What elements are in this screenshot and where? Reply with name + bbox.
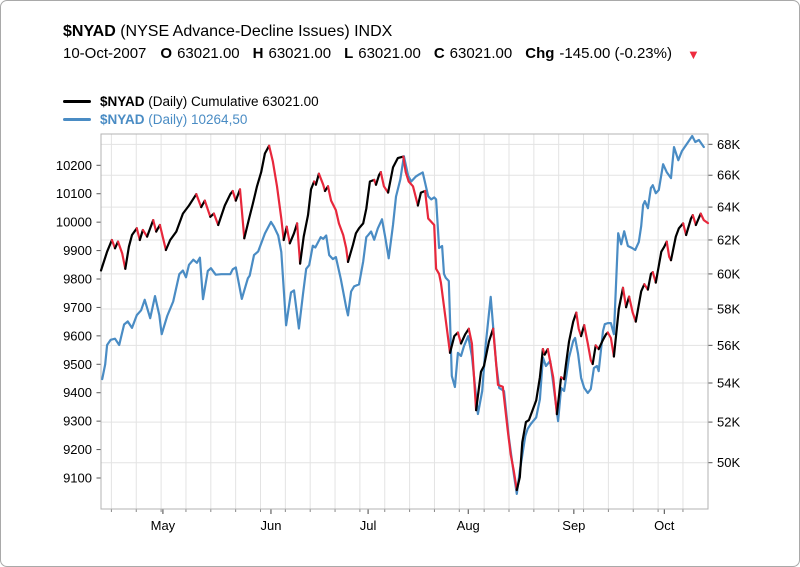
- quote-line: 10-Oct-2007 O 63021.00 H 63021.00 L 63021.0…: [63, 44, 700, 64]
- legend-item-cumulative: $NYAD (Daily) Cumulative 63021.00: [63, 92, 319, 110]
- right-axis-tick-label: 64K: [717, 200, 740, 215]
- right-axis-tick-label: 68K: [717, 137, 740, 152]
- month-label: Sep: [562, 518, 585, 533]
- quote-low: L 63021.00: [344, 45, 421, 62]
- right-axis-tick-label: 54K: [717, 376, 740, 391]
- left-axis-tick-label: 9400: [63, 385, 92, 400]
- legend-item-daily: $NYAD (Daily) 10264,50: [63, 110, 319, 128]
- left-axis-tick-label: 9100: [63, 470, 92, 485]
- month-label: May: [151, 518, 176, 533]
- left-axis-tick-label: 9700: [63, 300, 92, 315]
- plot-border: [100, 133, 709, 510]
- quote-date: 10-Oct-2007: [63, 45, 147, 62]
- right-axis-tick-label: 52K: [717, 415, 740, 430]
- right-axis-tick-label: 62K: [717, 232, 740, 247]
- right-axis-tick-label: 56K: [717, 338, 740, 353]
- left-axis-tick-label: 9600: [63, 328, 92, 343]
- right-axis-tick-label: 66K: [717, 168, 740, 183]
- left-axis-tick-label: 10100: [56, 186, 92, 201]
- axes: 10200 10100 10000 9900 9800 9700 9600 9500 9400 9…: [56, 137, 741, 533]
- quote-high: H 63021.00: [252, 45, 332, 62]
- quote-close: C 63021.00: [433, 45, 513, 62]
- right-axis-tick-label: 58K: [717, 302, 740, 317]
- left-axis-tick-label: 10000: [56, 215, 92, 230]
- month-label: Oct: [654, 518, 675, 533]
- ticker-symbol: $NYAD: [63, 23, 116, 40]
- left-axis-tick-label: 9900: [63, 243, 92, 258]
- quote-open: O 63021.00: [160, 45, 240, 62]
- left-axis-tick-label: 9200: [63, 442, 92, 457]
- month-label: Jul: [360, 518, 377, 533]
- change-down-triangle-icon: ▼: [686, 46, 700, 62]
- legend-cumulative-label: $NYAD (Daily) Cumulative 63021.00: [100, 93, 319, 109]
- chart-legend: $NYAD (Daily) Cumulative 63021.00 $NYAD …: [63, 92, 319, 128]
- left-axis-tick-label: 9500: [63, 357, 92, 372]
- chart-title-text: (NYSE Advance-Decline Issues) INDX: [120, 23, 393, 40]
- series-daily-line: [101, 134, 705, 495]
- series-cumulative-line: [99, 144, 710, 492]
- left-axis-tick-label: 10200: [56, 158, 92, 173]
- chart-title: $NYAD (NYSE Advance-Decline Issues) INDX: [63, 22, 700, 42]
- right-axis-tick-label: 60K: [717, 266, 740, 281]
- cumulative-line-swatch-icon: [63, 99, 91, 103]
- chart-header: $NYAD (NYSE Advance-Decline Issues) INDX…: [63, 22, 700, 64]
- left-axis-tick-label: 9800: [63, 272, 92, 287]
- right-axis-tick-label: 50K: [717, 455, 740, 470]
- month-label: Jun: [260, 518, 281, 533]
- quote-change: Chg -145.00 (-0.23%): [525, 45, 672, 62]
- legend-daily-label: $NYAD (Daily) 10264,50: [100, 111, 248, 127]
- daily-line-swatch-icon: [63, 117, 91, 121]
- left-axis-tick-label: 9300: [63, 414, 92, 429]
- month-label: Aug: [457, 518, 480, 533]
